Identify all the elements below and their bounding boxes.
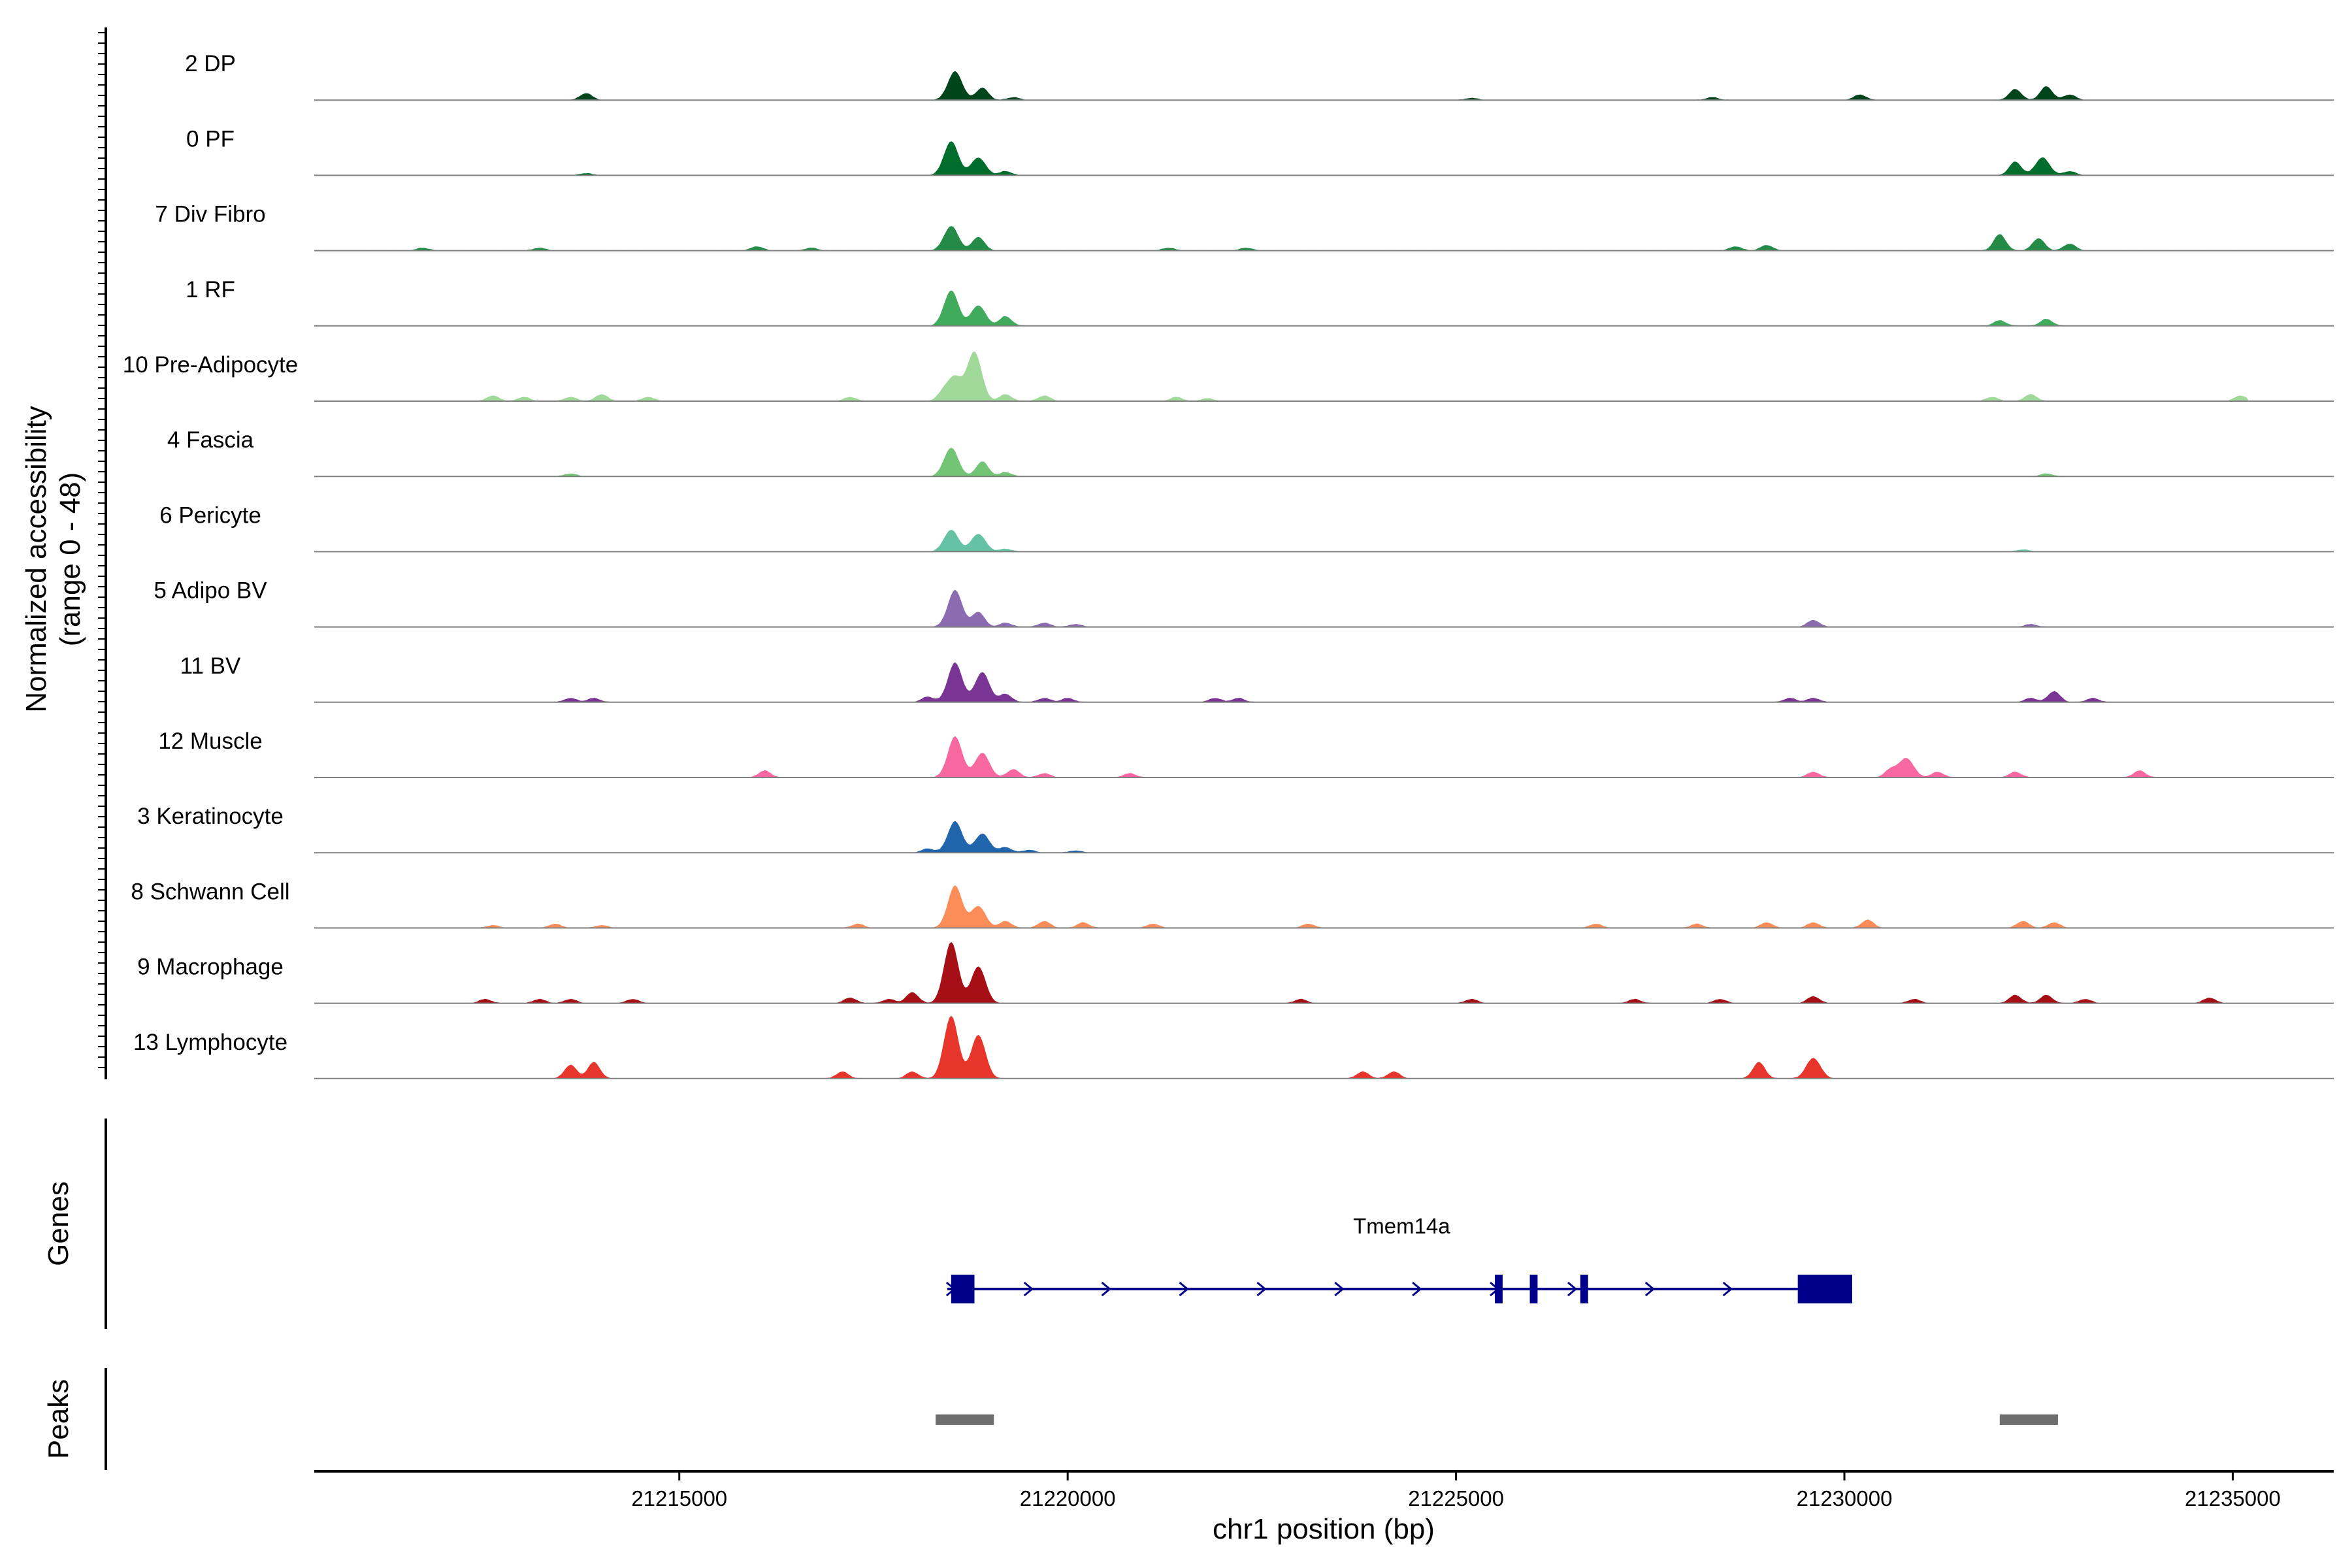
gene-exon [951,1275,975,1303]
track-10: 12 Muscle [158,728,2334,778]
track-label: 4 Fascia [167,427,254,453]
genes-label: Genes [42,1181,74,1266]
track-label: 10 Pre-Adipocyte [123,352,298,378]
track-label: 11 BV [180,653,241,679]
x-tick-label: 21230000 [1797,1486,1893,1511]
peaks-label: Peaks [42,1379,74,1459]
track-11: 3 Keratinocyte [137,804,2334,854]
track-2: 0 PF [186,126,2334,176]
strand-arrow [1101,1281,1111,1297]
track-coverage-area [314,736,2334,777]
track-coverage-area [314,226,2334,251]
gene-exon [1797,1275,1852,1303]
track-label: 0 PF [186,126,235,152]
strand-arrow [1567,1281,1578,1297]
track-label: 13 Lymphocyte [133,1030,287,1055]
track-8: 5 Adipo BV [154,578,2334,628]
track-coverage-area [314,71,2334,101]
track-7: 6 Pericyte [159,502,2334,553]
track-label: 1 RF [186,277,235,302]
strand-arrow [1722,1281,1733,1297]
strand-arrow [1412,1281,1422,1297]
track-12: 8 Schwann Cell [131,879,2334,929]
x-tick-label: 21215000 [631,1486,727,1511]
track-9: 11 BV [180,653,2334,703]
strand-arrow [1644,1281,1656,1297]
strand-arrow [1023,1281,1034,1297]
y-axis-range: (range 0 - 48) [54,472,86,647]
peak-region [1999,1414,2058,1425]
track-coverage-area [314,448,2334,477]
peak-track [936,1414,2058,1425]
gene-exon [1529,1275,1538,1303]
gene-name: Tmem14a [1353,1214,1450,1238]
tracks-y-axis-ticks [98,32,106,1068]
gene-exon [1495,1275,1503,1303]
track-coverage-area [314,290,2334,326]
x-tick-label: 21220000 [1020,1486,1116,1511]
gene-exon [1580,1275,1588,1303]
track-label: 12 Muscle [158,728,263,754]
coverage-tracks: 2 DP 0 PF 7 Div Fibro 1 RF 10 Pre-Adipocyte 4… [123,51,2334,1079]
track-4: 1 RF [186,277,2334,327]
track-label: 2 DP [185,51,236,76]
track-label: 8 Schwann Cell [131,879,289,904]
track-label: 5 Adipo BV [154,578,267,604]
track-label: 7 Div Fibro [155,202,265,227]
track-14: 13 Lymphocyte [133,1015,2334,1079]
track-6: 4 Fascia [167,427,2334,478]
track-coverage-area [314,141,2334,176]
x-axis: 21215000 21220000 21225000 21230000 21235000 [631,1471,2281,1511]
peak-region [936,1414,994,1425]
track-coverage-area [314,351,2334,401]
strand-arrow [1334,1281,1345,1297]
y-axis-title: Normalized accessibility [20,406,52,712]
track-3: 7 Div Fibro [155,202,2334,252]
track-coverage-area [314,941,2334,1004]
track-label: 6 Pericyte [159,502,261,528]
strand-arrow [1256,1281,1267,1297]
track-coverage-area [314,1015,2334,1079]
track-coverage-area [314,821,2334,853]
strand-arrow [1179,1281,1189,1297]
track-coverage-area [314,589,2334,627]
track-13: 9 Macrophage [137,941,2334,1004]
track-label: 9 Macrophage [137,955,284,980]
track-5: 10 Pre-Adipocyte [123,351,2334,402]
gene-track: Tmem14a [945,1214,1852,1303]
track-coverage-area [314,530,2334,552]
track-1: 2 DP [185,51,2334,101]
track-label: 3 Keratinocyte [137,804,284,829]
track-coverage-area [314,885,2334,928]
x-axis-title: chr1 position (bp) [1213,1513,1435,1545]
x-tick-label: 21225000 [1408,1486,1504,1511]
x-tick-label: 21235000 [2185,1486,2281,1511]
track-coverage-area [314,662,2334,702]
